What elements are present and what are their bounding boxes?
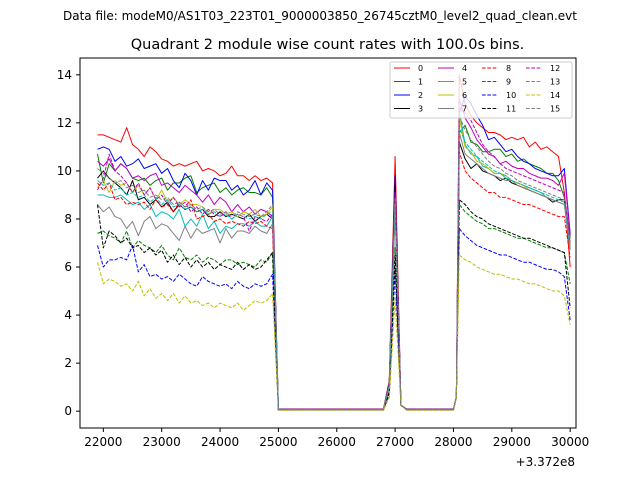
series-line-12 bbox=[97, 107, 571, 411]
series-line-8 bbox=[97, 151, 571, 411]
series-lines bbox=[97, 74, 571, 411]
legend-label-13: 13 bbox=[550, 78, 560, 87]
plot-area bbox=[79, 57, 577, 429]
series-line-2 bbox=[97, 95, 571, 410]
y-tick-label: 8 bbox=[64, 212, 72, 226]
chart-title: Quadrant 2 module wise count rates with … bbox=[131, 37, 525, 53]
series-line-15 bbox=[97, 115, 571, 411]
x-tick-label: 30000 bbox=[551, 435, 589, 449]
y-axis: 0 2 4 6 8 10 12 14 bbox=[57, 68, 80, 418]
legend-label-7: 7 bbox=[462, 105, 467, 114]
y-tick-label: 2 bbox=[64, 356, 72, 370]
y-tick-label: 14 bbox=[57, 68, 72, 82]
series-line-0 bbox=[97, 74, 571, 410]
x-tick-label: 28000 bbox=[434, 435, 472, 449]
legend-label-8: 8 bbox=[506, 64, 511, 73]
y-tick-label: 4 bbox=[64, 308, 72, 322]
series-line-3 bbox=[97, 141, 571, 411]
y-tick-label: 10 bbox=[57, 164, 72, 178]
x-tick-label: 24000 bbox=[201, 435, 239, 449]
legend-label-12: 12 bbox=[550, 64, 560, 73]
legend-label-9: 9 bbox=[506, 78, 511, 87]
series-line-7 bbox=[97, 131, 571, 411]
series-line-5 bbox=[97, 110, 571, 410]
legend-label-4: 4 bbox=[462, 64, 467, 73]
x-axis: 22000 23000 24000 25000 26000 27000 28000 29000… bbox=[84, 428, 589, 449]
legend-label-14: 14 bbox=[550, 91, 560, 100]
series-line-9 bbox=[97, 204, 571, 411]
legend-label-5: 5 bbox=[462, 78, 467, 87]
x-tick-label: 29000 bbox=[493, 435, 531, 449]
figure-suptitle: Data file: modeM0/AS1T03_223T01_90000038… bbox=[63, 9, 577, 23]
series-line-11 bbox=[97, 199, 571, 411]
axes-frame bbox=[79, 57, 577, 429]
legend-label-15: 15 bbox=[550, 105, 560, 114]
legend-label-1: 1 bbox=[418, 78, 423, 87]
y-tick-label: 6 bbox=[64, 260, 72, 274]
legend-label-3: 3 bbox=[418, 105, 423, 114]
x-tick-label: 26000 bbox=[318, 435, 356, 449]
legend-box bbox=[389, 61, 573, 119]
x-offset-label: +3.372e8 bbox=[516, 455, 575, 469]
legend-label-2: 2 bbox=[418, 91, 423, 100]
legend-label-10: 10 bbox=[506, 91, 516, 100]
legend-label-6: 6 bbox=[462, 91, 467, 100]
legend-label-11: 11 bbox=[506, 105, 516, 114]
x-tick-label: 25000 bbox=[259, 435, 297, 449]
y-tick-label: 0 bbox=[64, 404, 72, 418]
y-tick-label: 12 bbox=[57, 116, 72, 130]
x-tick-label: 27000 bbox=[376, 435, 414, 449]
series-line-10 bbox=[97, 228, 571, 411]
x-tick-label: 22000 bbox=[84, 435, 122, 449]
x-tick-label: 23000 bbox=[143, 435, 181, 449]
legend-label-0: 0 bbox=[418, 64, 423, 73]
series-line-13 bbox=[97, 127, 571, 411]
series-line-14 bbox=[97, 254, 571, 411]
